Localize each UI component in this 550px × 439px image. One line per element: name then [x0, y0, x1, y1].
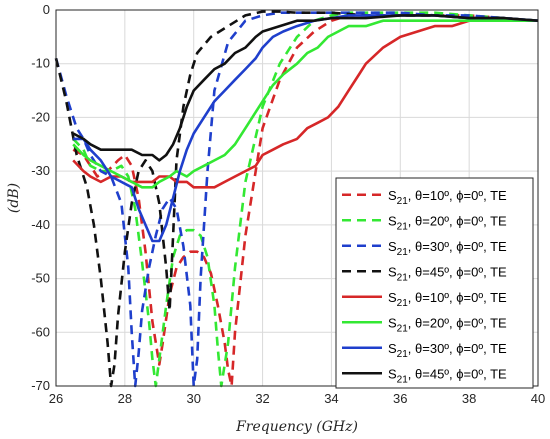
y-tick-label: 0 — [43, 2, 50, 17]
x-tick-label: 28 — [118, 391, 132, 406]
y-tick-label: -50 — [31, 271, 50, 286]
legend-label-base: S — [388, 315, 397, 330]
y-tick-label: -20 — [31, 109, 50, 124]
legend-label-rest: , θ=10º, ϕ=0º, TE — [408, 290, 507, 305]
series-line-4 — [54, 10, 539, 388]
x-tick-label: 32 — [255, 391, 269, 406]
legend-label-subscript: 21 — [397, 298, 409, 309]
legend-label-base: S — [388, 188, 397, 203]
legend-label-subscript: 21 — [397, 196, 409, 207]
y-tick-label: -40 — [31, 217, 50, 232]
x-tick-label: 40 — [531, 391, 545, 406]
x-ticks: 26 28 30 32 34 36 38 40 — [49, 391, 545, 406]
series-line-6 — [72, 19, 538, 189]
legend-label-subscript: 21 — [397, 349, 409, 360]
legend-label-rest: , θ=45º, ϕ=0º, TE — [408, 366, 507, 381]
legend-label-base: S — [388, 213, 397, 228]
y-ticks: 0 -10 -20 -30 -40 -50 -60 -70 — [31, 2, 50, 393]
series-line-3 — [54, 11, 539, 388]
legend-label-subscript: 21 — [397, 221, 409, 232]
y-tick-label: -60 — [31, 324, 50, 339]
series-line-7 — [73, 14, 539, 243]
x-tick-label: 30 — [186, 391, 200, 406]
x-tick-label: 36 — [393, 391, 407, 406]
legend-label-subscript: 21 — [397, 323, 409, 334]
legend-label-base: S — [388, 366, 397, 381]
legend-label-base: S — [388, 341, 397, 356]
series-line-8 — [72, 14, 539, 162]
legend-label-rest: , θ=30º, ϕ=0º, TE — [408, 239, 507, 254]
legend-label-4: S21, θ=45º, ϕ=0º, TE — [388, 264, 507, 283]
legend-label-8: S21, θ=45º, ϕ=0º, TE — [388, 366, 507, 385]
y-tick-label: -30 — [31, 163, 50, 178]
legend-label-base: S — [388, 290, 397, 305]
legend-label-subscript: 21 — [397, 374, 409, 385]
x-tick-label: 26 — [49, 391, 63, 406]
legend-label-rest: , θ=45º, ϕ=0º, TE — [408, 264, 507, 279]
series-line-1 — [72, 14, 539, 388]
x-tick-label: 38 — [462, 391, 476, 406]
x-tick-label: 34 — [324, 391, 338, 406]
legend-label-rest: , θ=10º, ϕ=0º, TE — [408, 188, 507, 203]
legend-label-base: S — [388, 239, 397, 254]
legend-label-subscript: 21 — [397, 247, 409, 258]
legend-label-7: S21, θ=30º, ϕ=0º, TE — [388, 341, 507, 360]
legend-label-base: S — [388, 264, 397, 279]
legend-label-2: S21, θ=20º, ϕ=0º, TE — [388, 213, 507, 232]
x-axis-label: Frequency (GHz) — [235, 419, 358, 435]
legend-label-3: S21, θ=30º, ϕ=0º, TE — [388, 239, 507, 258]
legend-label-1: S21, θ=10º, ϕ=0º, TE — [388, 188, 507, 207]
y-axis-label: (dB) — [6, 183, 22, 213]
legend-label-6: S21, θ=20º, ϕ=0º, TE — [388, 315, 507, 334]
plot-frame — [55, 9, 539, 387]
legend-label-rest: , θ=20º, ϕ=0º, TE — [408, 315, 507, 330]
legend-label-5: S21, θ=10º, ϕ=0º, TE — [388, 290, 507, 309]
y-tick-label: -10 — [31, 56, 50, 71]
legend-label-rest: , θ=30º, ϕ=0º, TE — [408, 341, 507, 356]
series-lines — [54, 10, 539, 388]
legend-box — [335, 177, 534, 389]
y-tick-label: -70 — [31, 378, 50, 393]
legend-label-rest: , θ=20º, ϕ=0º, TE — [408, 213, 507, 228]
legend-label-subscript: 21 — [397, 272, 409, 283]
series-line-5 — [72, 19, 538, 189]
